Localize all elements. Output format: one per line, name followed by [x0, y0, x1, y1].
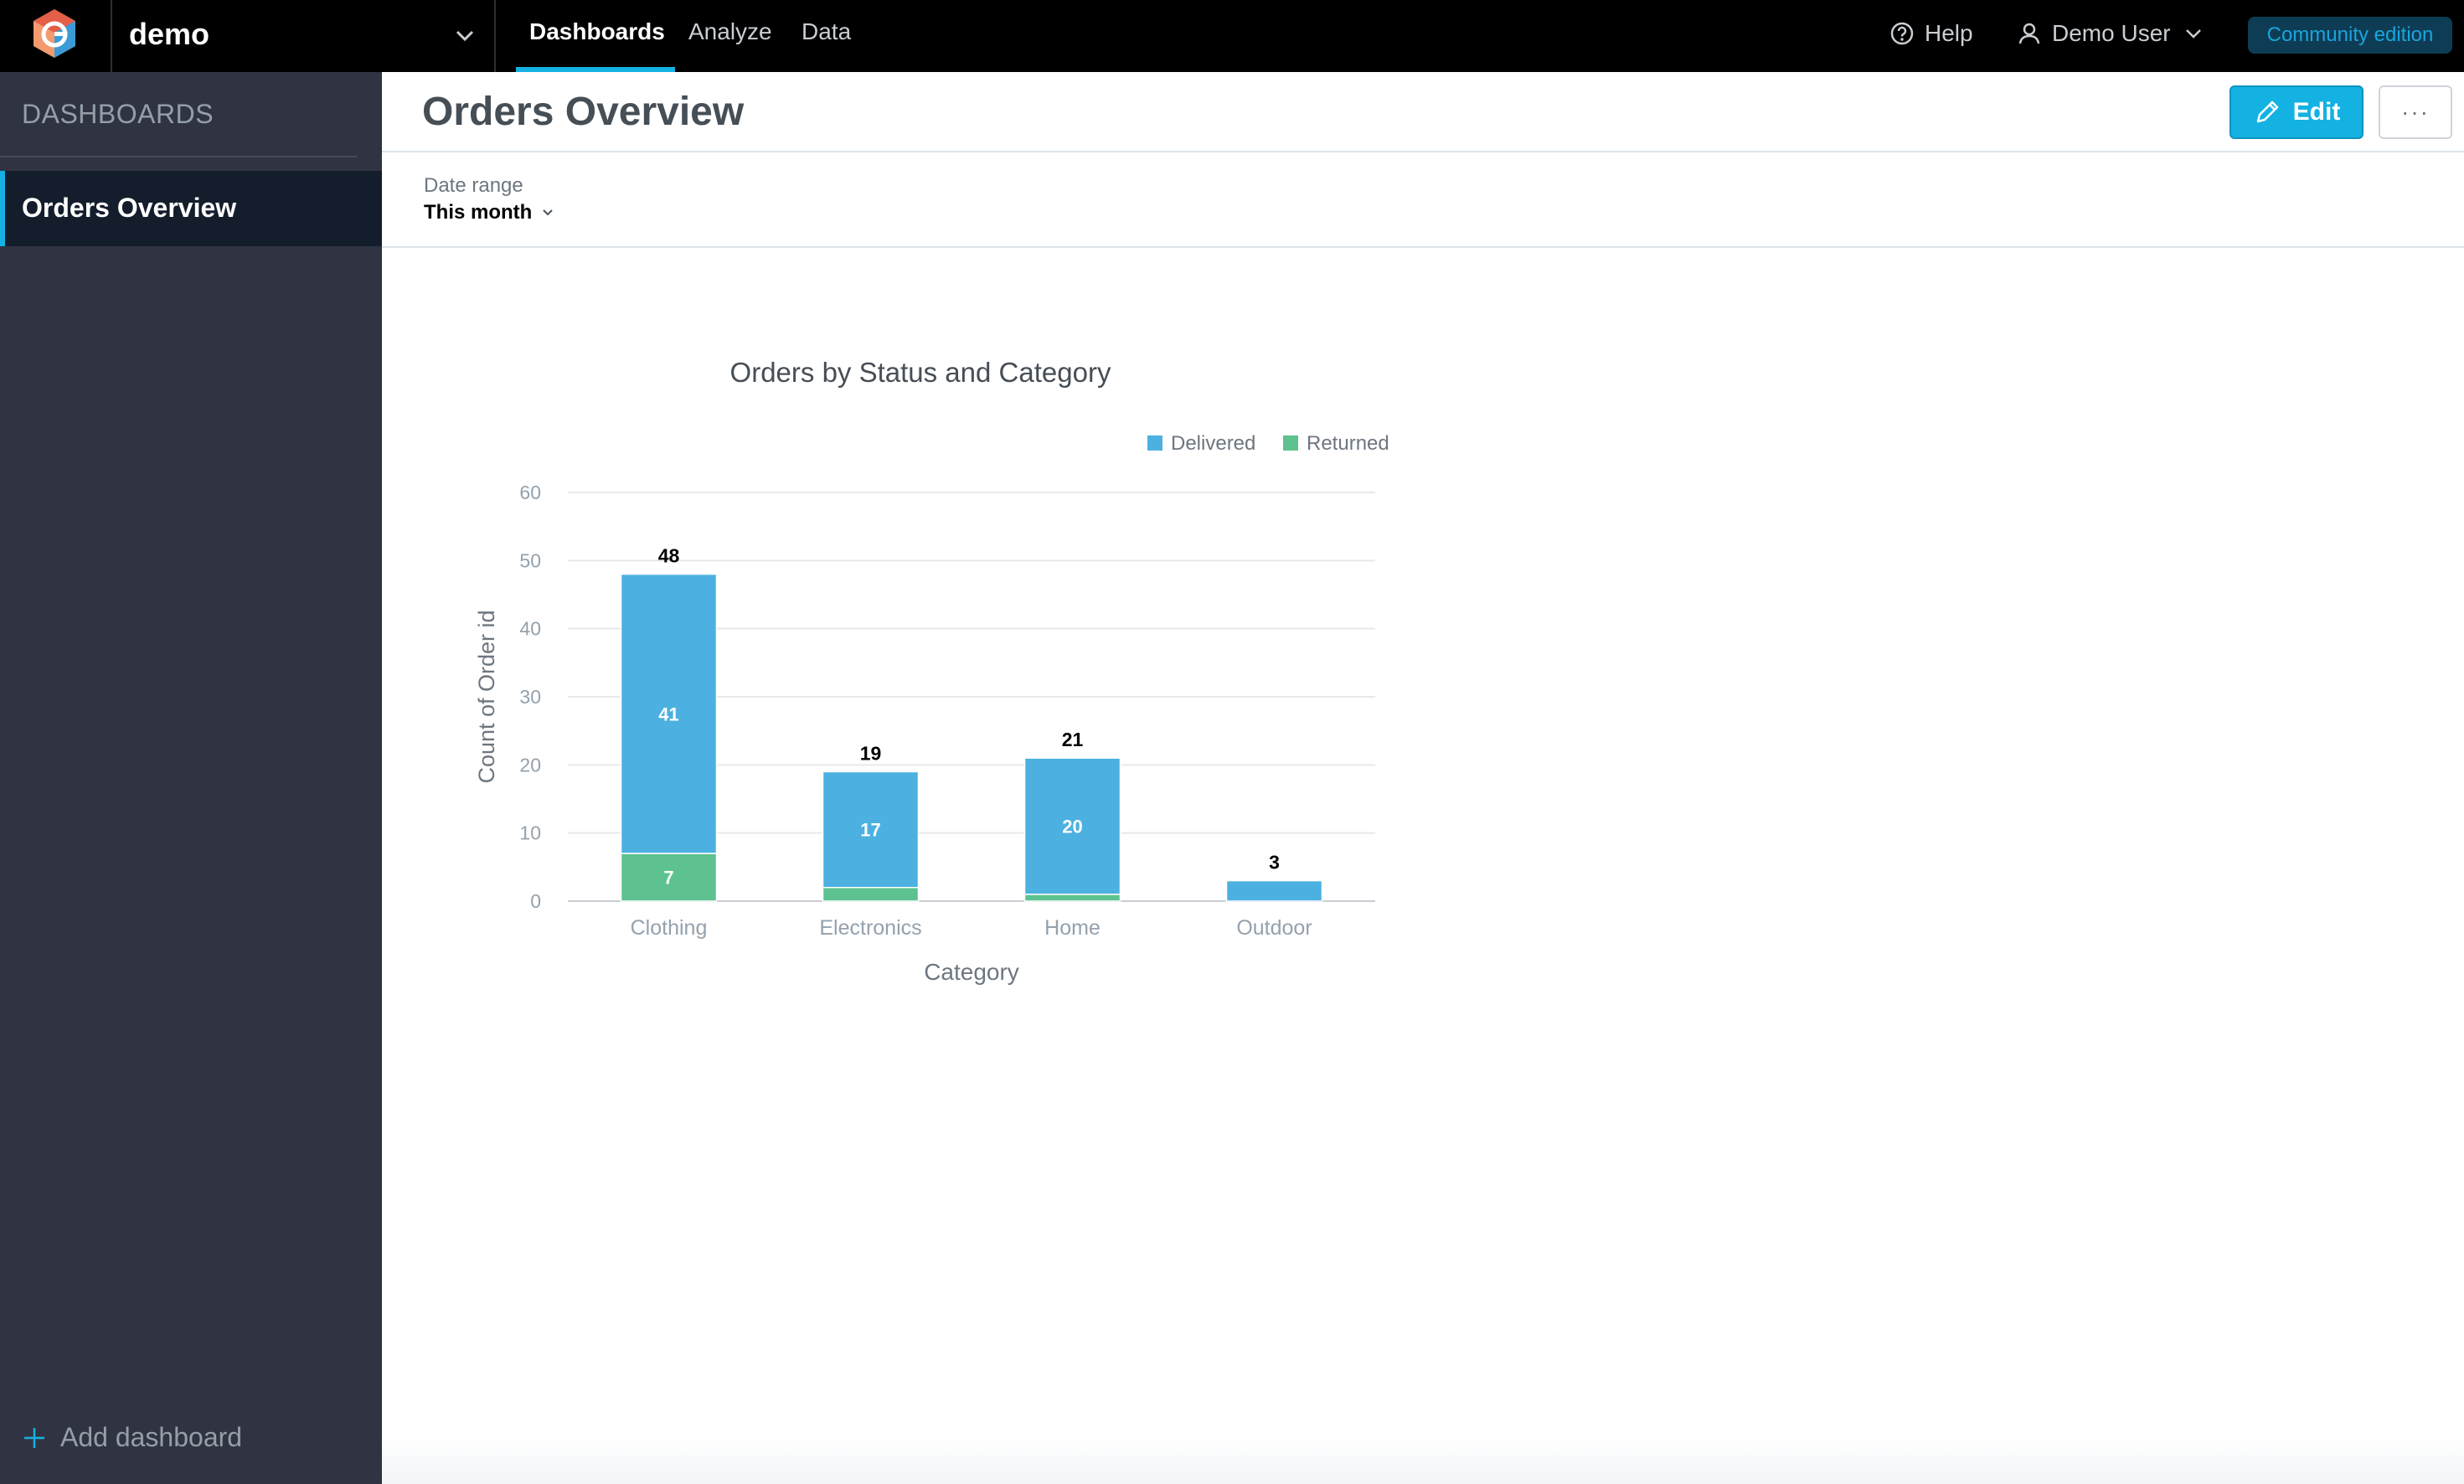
sidebar-heading: DASHBOARDS [22, 99, 214, 129]
pencil-icon [2256, 100, 2278, 123]
top-bar: demo Dashboards Analyze Data Help Demo U… [0, 0, 2464, 72]
workspace-name[interactable]: demo [129, 17, 210, 51]
data-label-delivered: 17 [860, 820, 880, 841]
chevron-down-icon [543, 209, 554, 216]
help-link[interactable]: Help [1889, 17, 1973, 50]
edit-label: Edit [2292, 98, 2341, 126]
bar-returned-electronics [822, 886, 920, 902]
more-options-button[interactable]: ··· [2379, 85, 2452, 139]
legend-swatch-returned [1283, 435, 1298, 451]
x-tick-label: Electronics [819, 916, 921, 940]
bar-returned-clothing [620, 853, 718, 902]
total-label: 21 [1062, 729, 1084, 750]
filter-bar-divider [382, 246, 2464, 248]
sidebar-divider [0, 156, 357, 157]
bottom-shade [382, 1432, 2464, 1484]
y-axis-label: Count of Order id [474, 610, 499, 783]
chevron-down-icon[interactable] [451, 22, 479, 50]
user-menu[interactable]: Demo User [2017, 17, 2206, 50]
bar-returned-home [1023, 894, 1121, 902]
sidebar: DASHBOARDS Orders Overview Add dashboard [0, 72, 382, 1484]
plus-icon [24, 1427, 44, 1448]
x-axis-label: Category [924, 959, 1019, 985]
x-tick-label: Clothing [631, 916, 708, 940]
data-label-delivered: 41 [658, 703, 678, 724]
y-tick-label: 40 [519, 618, 541, 640]
chart-title: Orders by Status and Category [730, 357, 1111, 388]
total-label: 48 [658, 545, 680, 567]
help-label: Help [1925, 20, 1973, 46]
y-tick-label: 0 [530, 890, 541, 912]
bar-delivered-clothing [620, 573, 718, 854]
sidebar-item-label: Orders Overview [22, 193, 237, 223]
header-divider [382, 151, 2464, 152]
sidebar-item-orders-overview[interactable]: Orders Overview [0, 171, 382, 246]
more-icon: ··· [2401, 99, 2430, 125]
page-title: Orders Overview [422, 90, 745, 134]
nav-dashboards[interactable]: Dashboards [529, 18, 665, 44]
data-label-returned: 7 [663, 868, 673, 889]
user-icon [2018, 23, 2040, 44]
y-tick-label: 50 [519, 549, 541, 571]
workspace-divider [111, 0, 112, 72]
x-tick-label: Outdoor [1236, 916, 1312, 940]
nav-active-indicator [516, 67, 675, 72]
add-dashboard-label: Add dashboard [60, 1422, 243, 1452]
nav-analyze[interactable]: Analyze [688, 18, 772, 44]
help-circle-icon [1890, 22, 1914, 45]
bar-delivered-home [1023, 757, 1121, 895]
edit-button[interactable]: Edit [2229, 85, 2363, 139]
user-name: Demo User [2052, 20, 2171, 46]
bar-delivered-outdoor [1225, 879, 1323, 902]
legend-swatch-delivered [1147, 435, 1162, 451]
y-tick-label: 10 [519, 822, 541, 844]
date-filter-value: This month [424, 201, 533, 224]
bar-delivered-electronics [822, 770, 920, 889]
y-tick-label: 20 [519, 754, 541, 775]
x-tick-label: Home [1044, 916, 1101, 940]
add-dashboard-button[interactable]: Add dashboard [22, 1422, 242, 1453]
chevron-down-icon [2185, 29, 2201, 39]
community-edition-badge[interactable]: Community edition [2248, 17, 2452, 54]
date-filter-dropdown[interactable]: This month [424, 201, 555, 224]
total-label: 3 [1269, 852, 1280, 873]
data-label-delivered: 20 [1062, 817, 1082, 837]
nav-data[interactable]: Data [802, 18, 852, 44]
y-tick-label: 60 [519, 482, 541, 503]
orders-chart: Orders by Status and Category Delivered Re… [474, 357, 1389, 985]
workspace-divider-right [494, 0, 496, 72]
date-filter-label: Date range [424, 174, 523, 197]
gooddata-logo-icon[interactable] [28, 8, 80, 59]
total-label: 19 [860, 742, 882, 764]
legend-label-delivered: Delivered [1171, 432, 1255, 455]
legend-label-returned: Returned [1307, 432, 1389, 455]
y-tick-label: 30 [519, 686, 541, 708]
